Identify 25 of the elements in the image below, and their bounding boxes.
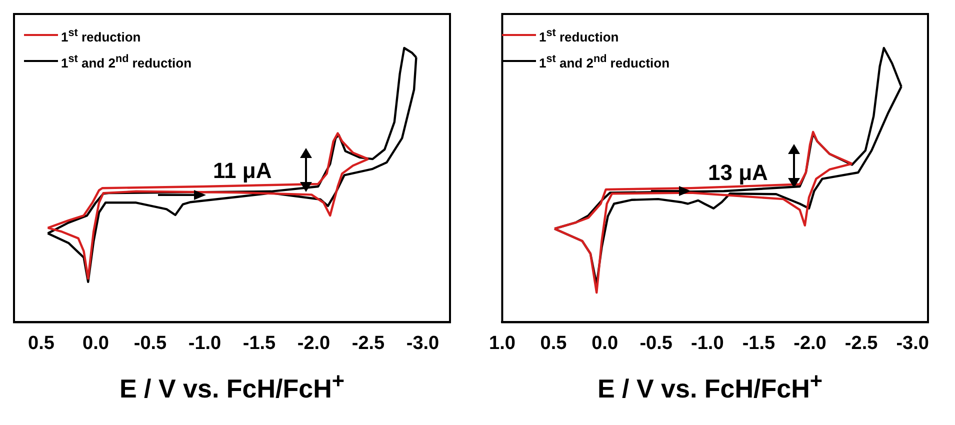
annotation: 11 μA <box>213 158 272 184</box>
x-tick-label: -2.5 <box>844 332 878 354</box>
x-tick-label: 0.5 <box>28 332 55 354</box>
x-axis-title: E / V vs. FcH/FcH$^{+}$ <box>118 368 346 405</box>
x-tick-label: 0.0 <box>82 332 109 354</box>
x-tick-label: 0.0 <box>592 332 618 354</box>
x-tick-label: -3.0 <box>896 332 929 354</box>
x-tick-label: -1.0 <box>188 332 222 354</box>
x-tick-label: -3.0 <box>406 332 440 354</box>
legend-label: 1$^{st}$ and 2$^{nd}$ reduction <box>539 52 670 73</box>
x-tick-label: 1.0 <box>488 332 516 354</box>
x-axis-title: E / V vs. FcH/FcH$^{+}$ <box>596 368 824 405</box>
x-tick-label: -2.0 <box>297 332 330 354</box>
legend-label: 1$^{st}$ and 2$^{nd}$ reduction <box>61 52 192 73</box>
x-tick-label: -0.5 <box>134 332 168 354</box>
legend-label: 1$^{st}$ reduction <box>61 26 141 46</box>
x-tick-label: -0.5 <box>640 332 673 354</box>
x-tick-label: -1.5 <box>242 332 276 354</box>
x-tick-label: -2.5 <box>352 332 386 354</box>
x-tick-label: -2.0 <box>794 332 826 354</box>
x-tick-label: -1.5 <box>742 332 776 354</box>
legend-label: 1$^{st}$ reduction <box>539 26 619 46</box>
annotation: 13 μA <box>708 160 768 186</box>
x-tick-label: -1.0 <box>691 332 724 354</box>
x-tick-label: 0.5 <box>540 332 568 354</box>
